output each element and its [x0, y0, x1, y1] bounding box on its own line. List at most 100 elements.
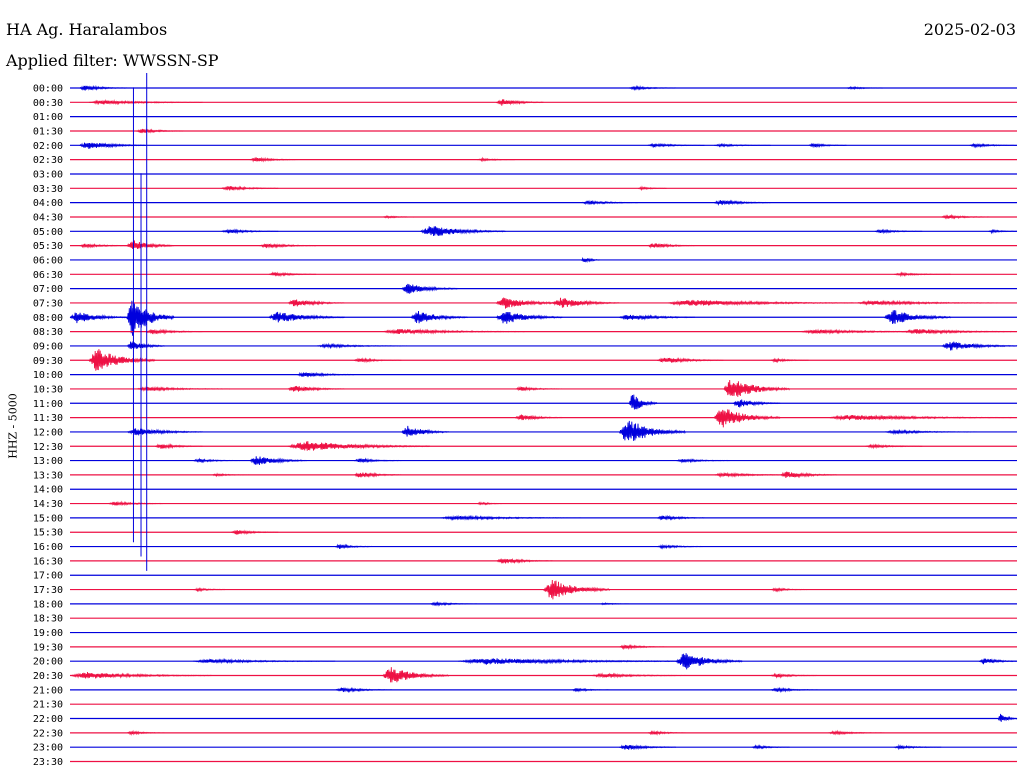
waveform-event-0730-3	[666, 299, 857, 307]
tick-label-1600: 16:00	[33, 542, 63, 553]
waveform-event-1230-2	[865, 443, 923, 450]
waveform-event-0800-0	[69, 312, 128, 324]
waveform-event-0330-1	[637, 185, 667, 192]
tick-label-2230: 22:30	[33, 728, 63, 739]
waveform-event-2030-3	[770, 672, 819, 679]
waveform-event-2100-2	[770, 686, 819, 694]
tick-label-0030: 00:30	[33, 98, 63, 109]
tick-label-0600: 06:00	[33, 255, 63, 266]
waveform-event-2100-1	[571, 687, 610, 693]
tick-label-2130: 21:30	[33, 700, 63, 711]
tick-label-1300: 13:00	[33, 456, 63, 467]
waveform-event-0000-0	[79, 84, 127, 91]
tick-label-2000: 20:00	[33, 657, 63, 668]
waveform-event-2000-2	[675, 653, 743, 670]
waveform-event-0830-3	[903, 328, 1018, 335]
tick-label-1530: 15:30	[33, 528, 63, 539]
waveform-event-1430-1	[477, 501, 506, 506]
waveform-event-2000-1	[458, 658, 696, 665]
waveform-event-1130-0	[514, 414, 563, 421]
waveform-event-0800-3	[410, 310, 469, 324]
tick-label-0800: 08:00	[33, 313, 63, 324]
waveform-event-0530-1	[126, 240, 175, 249]
waveform-event-1030-3	[723, 379, 791, 397]
waveform-event-1030-1	[287, 385, 345, 392]
waveform-event-1300-3	[676, 458, 733, 464]
tick-label-2330: 23:30	[33, 757, 63, 768]
waveform-event-2230-0	[126, 729, 165, 736]
waveform-event-0200-3	[808, 142, 847, 149]
waveform-event-0500-0	[221, 228, 279, 235]
waveform-event-0800-1	[126, 300, 175, 336]
waveform-event-0800-6	[884, 310, 952, 324]
waveform-event-1930-0	[619, 643, 667, 651]
waveform-event-2300-0	[619, 744, 677, 751]
waveform-event-0200-2	[713, 142, 771, 148]
waveform-event-0930-1	[353, 357, 402, 364]
tick-label-2300: 23:00	[33, 743, 63, 754]
tick-label-1230: 12:30	[33, 442, 63, 453]
waveform-event-0500-3	[988, 228, 1018, 235]
waveform-event-2230-1	[647, 729, 686, 736]
tick-label-2200: 22:00	[33, 714, 63, 725]
date-label: 2025-02-03	[923, 20, 1016, 39]
waveform-event-0230-1	[477, 156, 516, 163]
tick-label-0530: 05:30	[33, 241, 63, 252]
waveform-event-1130-1	[713, 409, 781, 428]
waveform-event-0900-0	[126, 341, 166, 350]
waveform-event-0500-1	[420, 226, 506, 237]
waveform-event-0130-0	[136, 128, 184, 134]
waveform-event-1330-0	[211, 472, 251, 478]
waveform-event-1730-0	[192, 587, 232, 593]
time-tick-labels: 00:00 00:30 01:00 01:30 02:00 02:30 03:00 03:30…	[33, 84, 63, 769]
waveform-event-1300-0	[193, 457, 241, 464]
waveform-event-0800-5	[619, 314, 696, 321]
waveform-event-1200-0	[126, 428, 203, 436]
tick-label-1400: 14:00	[33, 485, 63, 496]
waveform-event-1230-0	[155, 443, 203, 450]
waveform-event-1800-1	[600, 602, 629, 606]
tick-label-0230: 02:30	[33, 155, 63, 166]
waveform-event-1430-0	[107, 500, 165, 507]
waveform-event-2230-2	[827, 729, 885, 736]
waveform-event-0830-1	[382, 328, 525, 335]
waveform-event-0000-1	[628, 85, 677, 92]
waveform-event-0400-0	[581, 199, 639, 206]
tick-label-0130: 01:30	[33, 126, 63, 137]
waveform-event-1030-2	[514, 385, 563, 392]
tick-label-1730: 17:30	[33, 585, 63, 596]
tick-label-1100: 11:00	[33, 399, 63, 410]
waveform-event-0730-0	[287, 299, 345, 307]
tick-label-1430: 14:30	[33, 499, 63, 510]
tick-label-0630: 06:30	[33, 270, 63, 281]
waveform-event-1600-0	[335, 543, 374, 550]
waveform-event-2030-0	[69, 672, 213, 679]
waveform-event-2100-0	[335, 687, 393, 694]
waveform-event-1300-2	[353, 457, 402, 464]
filter-label: Applied filter: WWSSN-SP	[6, 51, 219, 70]
tick-label-0730: 07:30	[33, 298, 63, 309]
large-event-spikes	[132, 73, 148, 571]
tick-label-1130: 11:30	[33, 413, 63, 424]
tick-label-1830: 18:30	[33, 614, 63, 625]
waveform-event-1330-3	[780, 471, 838, 479]
tick-label-0700: 07:00	[33, 284, 63, 295]
waveform-event-1630-0	[496, 557, 554, 565]
tick-label-0830: 08:30	[33, 327, 63, 338]
tick-label-0100: 01:00	[33, 112, 63, 123]
waveform-event-1100-0	[628, 394, 658, 410]
waveform-event-0730-4	[855, 299, 999, 306]
tick-label-0430: 04:30	[33, 212, 63, 223]
waveform-event-0700-0	[401, 283, 459, 294]
waveform-event-0800-2	[268, 311, 345, 323]
waveform-event-0430-1	[941, 213, 989, 220]
tick-label-0930: 09:30	[33, 356, 63, 367]
waveform-event-0900-1	[316, 342, 411, 350]
tick-label-1030: 10:30	[33, 384, 63, 395]
waveform-event-1100-1	[732, 399, 781, 408]
waveform-event-1330-1	[354, 472, 402, 478]
waveform-event-2000-0	[193, 658, 336, 665]
waveform-event-0630-1	[893, 271, 951, 278]
waveform-event-1730-1	[543, 579, 611, 600]
